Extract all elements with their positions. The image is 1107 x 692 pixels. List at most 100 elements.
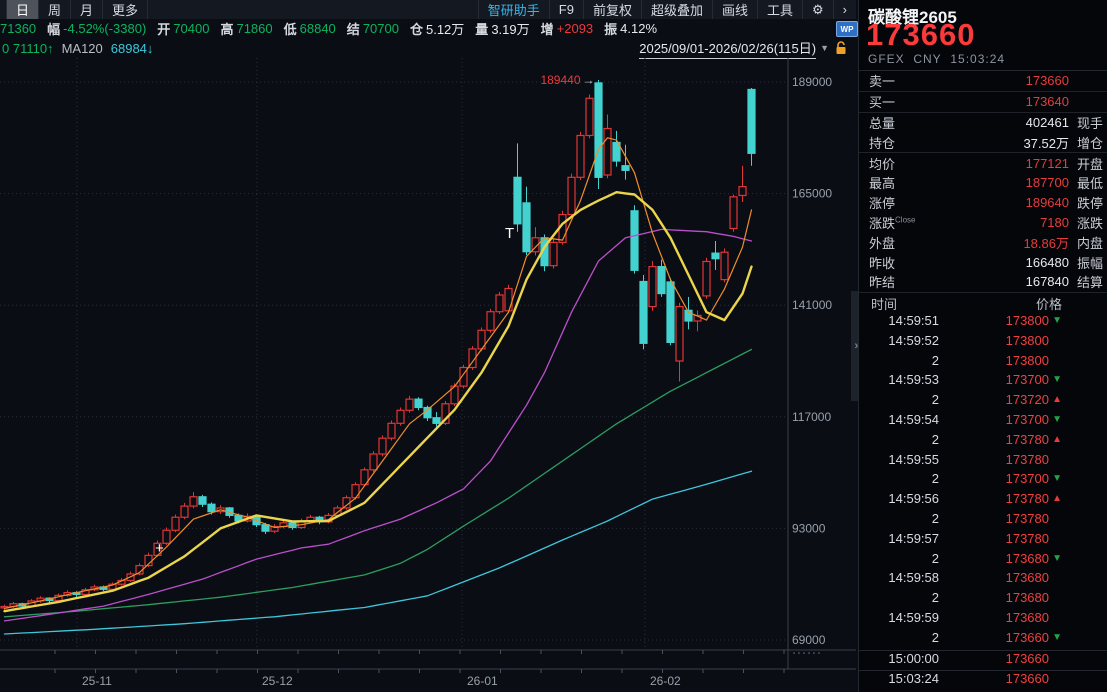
kline-chart-area[interactable]: 189000 165000 141000 117000 93000 69000 189440… <box>0 58 856 692</box>
resize-grip-dots[interactable] <box>798 652 800 654</box>
quote-value: 167840 <box>1025 274 1069 290</box>
candle-body <box>198 496 207 505</box>
candle-body <box>459 366 468 387</box>
candle-body <box>567 176 576 216</box>
candle-body <box>162 529 171 544</box>
candle-body <box>405 398 414 411</box>
candle-body <box>684 309 693 322</box>
ts-price: 173660 <box>1005 629 1049 645</box>
quote-label: 涨跌Close <box>869 215 916 231</box>
ts-price: 173660 <box>1005 671 1049 687</box>
quote-row-5: 最高 187700 最低 <box>859 173 1107 193</box>
date-range-selector[interactable]: 2025/09/01-2026/02/26(115日) <box>639 38 817 59</box>
ts-row-15: 14:59:59 173680 <box>859 610 1107 630</box>
resize-grip-dots[interactable] <box>808 652 810 654</box>
gear-icon[interactable]: ⚙ <box>802 0 833 19</box>
quote-value: 189640 <box>1025 195 1069 211</box>
y-axis-label: 189000 <box>792 75 832 89</box>
ts-row-13: 14:59:58 173680 <box>859 570 1107 590</box>
quote-label: 总量 <box>869 115 896 131</box>
last-price: 173660 <box>866 17 976 52</box>
quote-label: 均价 <box>869 156 896 172</box>
candle-body <box>585 97 594 137</box>
ts-time: 2 <box>931 510 939 526</box>
ts-time: 14:59:53 <box>888 372 939 388</box>
resize-grip-dots[interactable] <box>813 652 815 654</box>
ma-legend-item-1: MA120 <box>61 40 103 56</box>
tab-period-周[interactable]: 周 <box>39 0 72 19</box>
tool-2[interactable]: 前复权 <box>582 0 641 19</box>
tool-4[interactable]: 画线 <box>711 0 757 19</box>
ts-row-0: 14:59:51 173800 ▼ <box>859 313 1107 333</box>
ts-price: 173700 <box>1005 372 1049 388</box>
ts-price: 173780 <box>1005 491 1049 507</box>
ts-time: 2 <box>931 392 939 408</box>
quote-row-4: 均价 177121 开盘 <box>859 153 1107 173</box>
tab-period-月[interactable]: 月 <box>71 0 104 19</box>
tool-3[interactable]: 超级叠加 <box>640 0 712 19</box>
resize-grip-dots[interactable] <box>793 652 795 654</box>
quote-label: 涨停 <box>869 196 896 212</box>
ts-time: 2 <box>931 352 939 368</box>
stat-label: 增 <box>540 22 554 37</box>
down-arrow-icon: ▼ <box>1052 473 1062 485</box>
stat-label: 振 <box>604 22 618 37</box>
y-axis-label: 117000 <box>792 410 831 424</box>
chevron-down-icon[interactable]: ▼ <box>820 43 829 53</box>
resize-grip-dots[interactable] <box>803 652 805 654</box>
ts-time: 15:03:24 <box>888 671 939 687</box>
period-tabs: 日周月更多 <box>0 0 149 19</box>
ts-price: 173780 <box>1005 530 1049 546</box>
ma-legend-item-0: 0 71110↑ <box>2 40 54 56</box>
up-arrow-icon: ▲ <box>1052 394 1062 406</box>
stat-label: 仓 <box>409 22 423 37</box>
candle-body <box>441 403 450 424</box>
candle-body <box>207 503 216 513</box>
tool-1[interactable]: F9 <box>548 0 583 19</box>
ts-row-7: 14:59:55 173780 <box>859 452 1107 472</box>
candle-body <box>522 202 531 253</box>
stat-7: 量 3.19万 <box>475 19 529 38</box>
unlock-icon[interactable] <box>835 41 848 55</box>
ts-time: 14:59:58 <box>888 570 939 586</box>
candle-body <box>720 251 729 281</box>
ts-row-8: 2 173700 ▼ <box>859 471 1107 491</box>
resize-grip-dots[interactable] <box>818 652 820 654</box>
down-arrow-icon: ▼ <box>1052 374 1062 386</box>
stat-value: 71860 <box>236 21 273 36</box>
quote-row-10: 昨结 167840 结算 <box>859 272 1107 293</box>
quote-label-col2: 涨跌 <box>1077 215 1104 231</box>
candle-body <box>81 589 90 596</box>
ts-price: 173680 <box>1005 609 1049 625</box>
stat-label: 高 <box>220 22 234 37</box>
down-arrow-icon: ▼ <box>1052 552 1062 564</box>
tab-period-更多[interactable]: 更多 <box>103 0 149 19</box>
ts-row-5: 14:59:54 173700 ▼ <box>859 412 1107 432</box>
toolbar-tools: 智研助手 F9 前复权 超级叠加 画线 工具 ⚙ › <box>477 0 856 19</box>
quote-value: 187700 <box>1025 175 1069 191</box>
ts-time: 14:59:54 <box>888 411 939 427</box>
quote-label-col2: 现手 <box>1077 115 1104 131</box>
ts-row-14: 2 173680 <box>859 590 1107 610</box>
ts-time: 14:59:57 <box>888 530 939 546</box>
tab-period-日[interactable]: 日 <box>6 0 40 19</box>
stats-row: 71360 幅 -4.52%(-3380) 开 70400 高 71860 低 68840 结 70… <box>0 19 856 38</box>
candle-body <box>738 186 747 197</box>
ts-price: 173700 <box>1005 411 1049 427</box>
drawing-marker-0[interactable]: + <box>155 540 164 557</box>
arrow-right-icon: → <box>583 73 595 87</box>
kline-chart[interactable]: 189000 165000 141000 117000 93000 69000 189440… <box>0 58 856 692</box>
quote-value: 18.86万 <box>1023 235 1069 251</box>
ts-row-10: 2 173780 <box>859 511 1107 531</box>
quote-row-3: 持仓 37.52万 增仓 <box>859 132 1107 154</box>
ts-price: 173780 <box>1005 451 1049 467</box>
ts-price: 173720 <box>1005 392 1049 408</box>
tool-0[interactable]: 智研助手 <box>477 0 549 19</box>
candle-body <box>468 348 477 369</box>
quote-label: 持仓 <box>869 135 896 151</box>
drawing-marker-1[interactable]: T <box>505 225 514 242</box>
chevron-right-icon[interactable]: › <box>832 0 856 19</box>
tool-5[interactable]: 工具 <box>756 0 802 19</box>
wp-badge-icon[interactable]: WP <box>836 21 858 37</box>
time-sales-rows[interactable]: 14:59:51 173800 ▼ 14:59:52 173800 2 173800 14:5… <box>859 313 1107 691</box>
